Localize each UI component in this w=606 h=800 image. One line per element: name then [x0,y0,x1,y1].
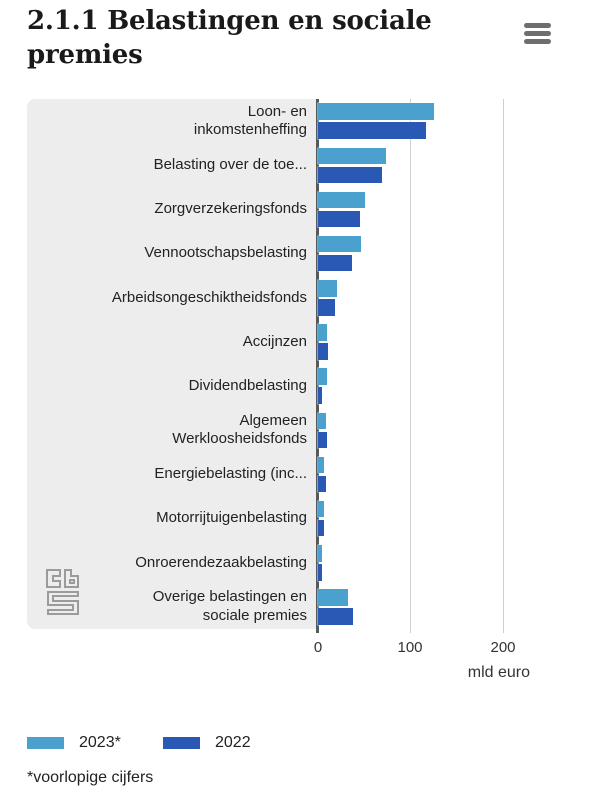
chart-row: Algemeen Werkloosheidsfonds [27,408,558,452]
bar-2022-8[interactable] [318,475,327,493]
category-label: Dividendbelasting [188,376,307,394]
category-label: Accijnzen [242,332,307,350]
bar-group [318,143,558,187]
bar-group [318,187,558,231]
category-label-panel [27,99,318,629]
bar-2023-4[interactable] [318,280,338,297]
chart-row: Dividendbelasting [27,364,558,408]
bar-group [318,585,558,629]
x-tick-100: 100 [397,639,423,656]
category-label: Algemeen Werkloosheidsfonds [172,411,307,448]
bar-group [318,276,558,320]
bar-2023-7[interactable] [318,412,327,430]
footnote: *voorlopige cijfers [27,769,154,786]
bar-group [318,320,558,364]
bar-2023-5[interactable] [318,324,327,341]
chart-row: Vennootschapsbelasting [27,232,558,276]
bar-2022-11[interactable] [318,608,354,625]
legend-swatch-2022 [163,737,200,749]
bar-2022-3[interactable] [318,254,353,272]
bar-group [318,408,558,452]
bar-2022-2[interactable] [318,210,361,228]
category-label: Energiebelasting (inc... [154,465,307,483]
category-label: Vennootschapsbelasting [144,244,307,262]
bar-group [318,232,558,276]
bar-2023-10[interactable] [318,545,323,562]
bar-2023-3[interactable] [318,235,362,253]
category-label: Onroerendezaakbelasting [135,553,307,571]
chart-row: Onroerendezaakbelasting [27,541,558,585]
category-label: Loon- en inkomstenheffing [193,102,307,139]
bar-2023-6[interactable] [318,368,328,385]
gridline-100 [410,99,411,633]
x-tick-200: 200 [490,639,516,656]
bar-2023-11[interactable] [318,589,349,606]
menu-button[interactable] [520,20,556,50]
bar-2023-0[interactable] [318,103,435,120]
bar-group [318,541,558,585]
x-axis-unit-label: mld euro [467,664,530,681]
bar-2023-9[interactable] [318,500,325,518]
gridline-200 [503,99,504,633]
chart-row: Energiebelasting (inc... [27,452,558,496]
chart-row: Zorgverzekeringsfonds [27,187,558,231]
cbs-logo-icon [46,569,79,615]
bar-2022-9[interactable] [318,519,324,537]
bar-2022-10[interactable] [318,564,322,581]
chart-row: Overige belastingen en sociale premies [27,585,558,629]
category-label: Arbeidsongeschiktheidsfonds [111,288,307,306]
bar-2022-0[interactable] [318,122,426,139]
bar-2022-7[interactable] [318,431,327,449]
category-label: Zorgverzekeringsfonds [154,200,307,218]
hamburger-icon [524,23,552,44]
x-tick-0: 0 [313,639,323,656]
category-label: Overige belastingen en sociale premies [152,588,307,624]
bar-2022-1[interactable] [318,166,382,183]
page-title: 2.1.1 Belastingen en sociale premies [27,6,432,70]
chart-row: Accijnzen [27,320,558,364]
legend-item-2022[interactable]: 2022 [163,734,251,752]
legend-item-2023[interactable]: 2023* [27,734,163,752]
chart-row: Loon- en inkomstenheffing [27,99,558,143]
bar-2023-1[interactable] [318,147,387,164]
bar-group [318,452,558,496]
bar-group [318,497,558,541]
legend: 2023* 2022 [27,734,251,752]
chart-row: Arbeidsongeschiktheidsfonds [27,276,558,320]
category-label: Motorrijtuigenbelasting [156,509,307,527]
bar-2023-2[interactable] [318,191,366,209]
bar-group [318,99,558,143]
chart-row: Belasting over de toe... [27,143,558,187]
chart-row: Motorrijtuigenbelasting [27,497,558,541]
y-axis-line [316,99,319,633]
chart-rows: Loon- en inkomstenheffing Belasting over d… [27,99,558,629]
category-label: Belasting over de toe... [153,156,307,173]
bar-2023-8[interactable] [318,456,325,474]
legend-label-2023: 2023* [79,734,121,751]
bar-2022-5[interactable] [318,343,329,360]
bar-group [318,364,558,408]
bar-2022-4[interactable] [318,299,335,316]
bar-2022-6[interactable] [318,387,322,404]
legend-swatch-2023 [27,737,64,749]
bar-chart: Loon- en inkomstenheffing Belasting over d… [27,99,558,681]
legend-label-2022: 2022 [215,734,251,751]
